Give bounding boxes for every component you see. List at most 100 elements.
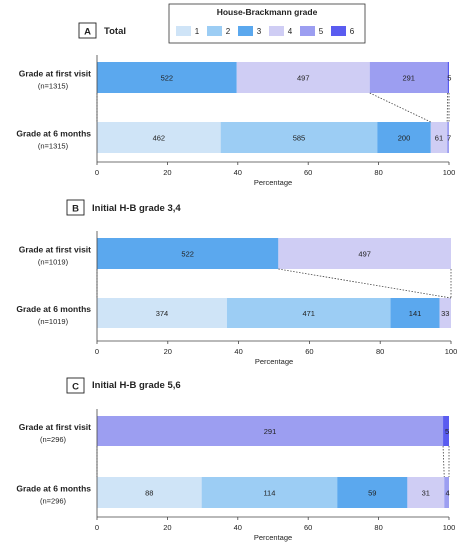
x-tick-label-c-40: 40 <box>234 523 242 532</box>
bar-a-row2-grade-5 <box>447 122 449 153</box>
bar-c-row1-grade-6 <box>443 416 449 446</box>
bar-a-row2-grade-1 <box>97 122 221 153</box>
x-tick-label-b-80: 80 <box>376 347 384 356</box>
x-axis-label-a: Percentage <box>254 178 292 187</box>
row-label-c-1: Grade at first visit <box>19 422 91 432</box>
x-tick-label-a-40: 40 <box>234 168 242 177</box>
row-n-a-2: (n=1315) <box>38 142 69 151</box>
data-label-c-row2-grade-5: 4 <box>446 489 450 498</box>
bar-b-row1-grade-3 <box>97 238 279 269</box>
row-n-c-1: (n=296) <box>40 435 67 444</box>
connector-c-mid <box>442 445 445 478</box>
legend-swatch-grade-5 <box>300 26 315 36</box>
panel-c-letter-box <box>66 377 85 394</box>
x-tick-label-b-0: 0 <box>95 347 99 356</box>
panel-b: B Initial H-B grade 3,4 522 497 Grade at fir… <box>16 199 458 366</box>
connector-a-inner <box>369 92 431 123</box>
bar-a-row2-grade-4 <box>430 122 448 153</box>
data-label-a-row2-grade-2: 585 <box>293 134 306 143</box>
row-label-c-2: Grade at 6 months <box>16 484 91 494</box>
x-tick-label-b-40: 40 <box>234 347 242 356</box>
panel-b-letter-box <box>66 199 85 216</box>
row-label-b-2: Grade at 6 months <box>16 304 91 314</box>
legend-swatch-grade-2 <box>207 26 222 36</box>
data-label-a-row2-grade-4: 61 <box>435 134 443 143</box>
legend-label-grade-2: 2 <box>226 27 231 36</box>
data-label-b-row2-grade-1: 374 <box>156 309 169 318</box>
data-label-a-row1-grade-5: 291 <box>402 74 415 83</box>
x-axis-label-c: Percentage <box>254 533 292 542</box>
bar-a-row1-grade-4 <box>236 62 370 93</box>
x-tick-label-c-80: 80 <box>374 523 382 532</box>
bar-c-row2-grade-2 <box>201 477 338 508</box>
data-label-b-row2-grade-3: 141 <box>409 309 422 318</box>
panel-c-letter: C <box>72 382 79 393</box>
data-label-a-row2-grade-3: 200 <box>398 134 411 143</box>
data-label-b-row1-grade-3: 522 <box>181 250 194 259</box>
panel-a-title: Total <box>104 26 126 37</box>
bar-a-row1-grade-5 <box>369 62 448 93</box>
data-label-c-row1-grade-6: 5 <box>445 427 449 436</box>
data-label-c-row2-grade-1: 88 <box>145 489 153 498</box>
connector-a-mid <box>446 92 449 123</box>
row-n-b-2: (n=1019) <box>38 317 69 326</box>
x-axis-label-b: Percentage <box>255 357 293 366</box>
x-tick-label-a-20: 20 <box>163 168 171 177</box>
data-label-b-row1-grade-4: 497 <box>358 250 371 259</box>
legend-label-grade-4: 4 <box>288 27 293 36</box>
row-n-a-1: (n=1315) <box>38 82 69 91</box>
legend-swatch-grade-4 <box>269 26 284 36</box>
bar-a-row2-grade-2 <box>220 122 378 153</box>
bar-c-row2-grade-4 <box>407 477 445 508</box>
legend-swatch-grade-6 <box>331 26 346 36</box>
bar-c-row2-grade-5 <box>444 477 449 508</box>
bar-b-row2-grade-1 <box>97 298 227 328</box>
legend-swatch-grade-3 <box>238 26 253 36</box>
data-label-b-row2-grade-4: 33 <box>441 309 449 318</box>
data-label-a-row1-grade-6: 5 <box>447 74 451 83</box>
panel-a-letter: A <box>84 27 91 38</box>
x-tick-label-c-0: 0 <box>95 523 99 532</box>
bar-b-row2-grade-3 <box>390 298 440 328</box>
x-tick-label-b-60: 60 <box>305 347 313 356</box>
x-tick-label-b-20: 20 <box>164 347 172 356</box>
bar-a-row1-grade-6 <box>447 62 449 93</box>
x-tick-label-b-100: 100 <box>445 347 458 356</box>
bar-c-row2-grade-1 <box>97 477 202 508</box>
data-label-c-row2-grade-3: 59 <box>368 489 376 498</box>
data-label-a-row1-grade-3: 522 <box>161 74 174 83</box>
panel-b-title: Initial H-B grade 3,4 <box>92 203 181 214</box>
row-n-c-2: (n=296) <box>40 497 67 506</box>
panel-c-title: Initial H-B grade 5,6 <box>92 380 181 391</box>
legend-swatch-grade-1 <box>176 26 191 36</box>
legend: House-Brackmann grade 1 2 3 4 5 6 <box>168 3 366 44</box>
data-label-c-row2-grade-2: 114 <box>263 489 275 498</box>
x-tick-label-a-0: 0 <box>95 168 99 177</box>
x-tick-label-c-20: 20 <box>163 523 171 532</box>
data-label-a-row1-grade-4: 497 <box>297 74 310 83</box>
bar-b-row2-grade-2 <box>226 298 391 328</box>
data-label-c-row2-grade-4: 31 <box>422 489 430 498</box>
x-tick-label-a-60: 60 <box>304 168 312 177</box>
panel-a-letter-box <box>78 22 97 39</box>
bar-b-row1-grade-4 <box>278 238 451 269</box>
legend-label-grade-3: 3 <box>257 27 262 36</box>
legend-label-grade-5: 5 <box>319 27 324 36</box>
panel-a: A Total 522 497 291 5 Grade at first visit (n=1… <box>16 22 456 187</box>
bar-c-row1-grade-5 <box>97 416 444 446</box>
data-label-a-row2-grade-1: 462 <box>153 134 166 143</box>
x-tick-label-a-100: 100 <box>443 168 456 177</box>
legend-label-grade-1: 1 <box>195 27 200 36</box>
legend-title: House-Brackmann grade <box>217 7 318 17</box>
row-n-b-1: (n=1019) <box>38 258 69 267</box>
x-tick-label-c-100: 100 <box>443 523 456 532</box>
connector-b-mid <box>278 268 452 299</box>
data-label-c-row1-grade-5: 291 <box>264 427 277 436</box>
row-label-a-2: Grade at 6 months <box>16 129 91 139</box>
legend-label-grade-6: 6 <box>350 27 355 36</box>
panel-b-letter: B <box>72 204 79 215</box>
x-tick-label-a-80: 80 <box>374 168 382 177</box>
bar-b-row2-grade-4 <box>439 298 451 328</box>
